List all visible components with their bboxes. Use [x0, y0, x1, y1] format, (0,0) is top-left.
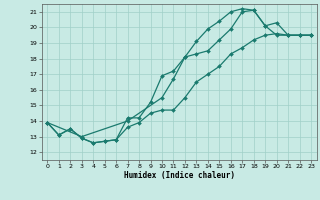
X-axis label: Humidex (Indice chaleur): Humidex (Indice chaleur): [124, 171, 235, 180]
